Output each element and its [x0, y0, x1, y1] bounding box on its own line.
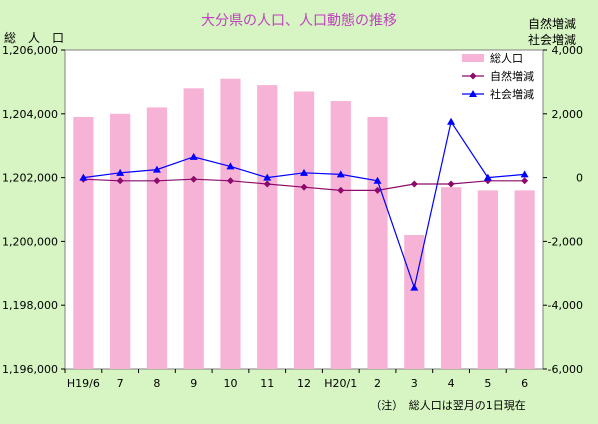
- axes-layer: 1,196,000 1,198,000 1,200,000 1,202,000 1,20…: [2, 44, 583, 390]
- left-tick-label: 1,204,000: [2, 108, 58, 121]
- point-natural-change: [337, 186, 345, 194]
- left-tick-label: 1,200,000: [2, 235, 58, 248]
- x-tick-label: H19/6: [67, 377, 100, 390]
- left-tick-label: 1,196,000: [2, 363, 58, 376]
- x-tick-label: 5: [484, 377, 491, 390]
- point-social-change: [300, 168, 308, 176]
- legend-marker-natural-change: [469, 72, 477, 80]
- right-tick-label: 0: [576, 172, 583, 185]
- point-natural-change: [521, 177, 529, 185]
- lines-layer: [79, 117, 529, 291]
- point-social-change: [116, 168, 125, 176]
- point-natural-change: [153, 177, 161, 185]
- point-natural-change: [190, 175, 198, 183]
- legend-swatch-total-population: [462, 54, 484, 62]
- bar-total-population: [367, 116, 388, 370]
- point-social-change: [79, 173, 88, 181]
- bar-total-population: [110, 113, 131, 369]
- right-tick-label: -4,000: [548, 299, 583, 312]
- point-natural-change: [410, 180, 418, 188]
- point-social-change: [520, 170, 529, 178]
- bar-total-population: [73, 116, 94, 370]
- x-tick-label: 7: [117, 377, 124, 390]
- legend-marker-social-change: [469, 90, 477, 97]
- bar-total-population: [404, 235, 425, 369]
- legend-label: 社会増減: [490, 87, 534, 101]
- bar-total-population: [440, 187, 462, 369]
- point-social-change: [226, 162, 235, 170]
- bar-total-population: [477, 190, 498, 369]
- point-social-change: [263, 173, 272, 181]
- point-social-change: [410, 283, 419, 291]
- legend-label: 総人口: [490, 51, 523, 65]
- right-axis-title-line1: 自然増減: [528, 16, 576, 31]
- left-axis-title: 総 人 口: [4, 31, 64, 45]
- x-tick-label: H20/1: [324, 377, 357, 390]
- right-tick-label: -6,000: [548, 363, 583, 376]
- right-axis-title-line2: 社会増減: [528, 32, 576, 47]
- point-social-change: [447, 117, 456, 125]
- x-tick-label: 11: [260, 377, 274, 390]
- bar-total-population: [220, 78, 241, 370]
- left-tick-label: 1,198,000: [2, 299, 58, 312]
- chart-title: 大分県の人口、人口動態の推移: [201, 13, 397, 29]
- point-natural-change: [116, 177, 124, 185]
- x-tick-label: 3: [411, 377, 418, 390]
- x-tick-label: 8: [153, 377, 160, 390]
- point-natural-change: [300, 183, 308, 191]
- left-tick-label: 1,202,000: [2, 172, 58, 185]
- legend-label: 自然増減: [490, 69, 534, 83]
- footnote: （注） 総人口は翌月の1日現在: [370, 398, 526, 412]
- right-tick-label: -2,000: [548, 235, 583, 248]
- x-tick-label: 12: [297, 377, 311, 390]
- x-tick-label: 6: [521, 377, 528, 390]
- point-natural-change: [374, 186, 382, 194]
- right-tick-label: 4,000: [552, 44, 584, 57]
- x-tick-label: 4: [448, 377, 455, 390]
- bars-layer: [73, 78, 535, 370]
- point-social-change: [189, 152, 198, 160]
- bar-total-population: [146, 107, 168, 370]
- point-natural-change: [263, 180, 271, 188]
- point-social-change: [373, 176, 382, 184]
- bar-total-population: [514, 190, 535, 369]
- left-tick-label: 1,206,000: [2, 44, 58, 57]
- bar-total-population: [293, 91, 315, 369]
- x-tick-label: 10: [223, 377, 237, 390]
- point-social-change: [336, 170, 345, 178]
- right-tick-label: 2,000: [552, 108, 584, 121]
- point-natural-change: [447, 180, 455, 188]
- bar-total-population: [257, 85, 278, 369]
- bar-total-population: [330, 101, 351, 369]
- point-social-change: [483, 173, 492, 181]
- point-natural-change: [226, 177, 234, 185]
- bar-total-population: [183, 88, 204, 369]
- point-social-change: [152, 165, 161, 173]
- x-tick-label: 9: [190, 377, 197, 390]
- x-tick-label: 2: [374, 377, 381, 390]
